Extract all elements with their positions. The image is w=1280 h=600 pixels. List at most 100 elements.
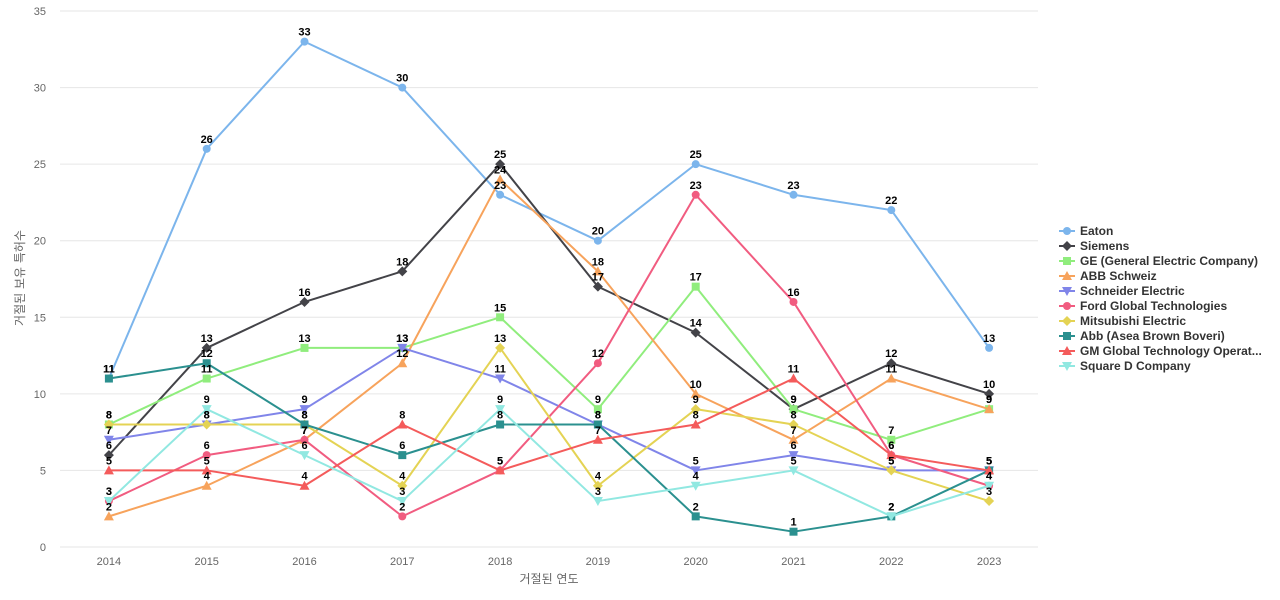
legend-item[interactable]: Abb (Asea Brown Boveri): [1059, 329, 1225, 343]
legend-item[interactable]: ABB Schweiz: [1059, 269, 1157, 283]
legend-marker: [1063, 302, 1071, 310]
data-label: 8: [106, 409, 112, 421]
data-label: 11: [788, 364, 800, 376]
data-label: 1: [790, 517, 796, 529]
data-label: 4: [693, 471, 700, 483]
data-point: [397, 343, 408, 353]
data-point: [397, 266, 408, 277]
data-label: 4: [595, 471, 602, 483]
data-label: 20: [592, 226, 604, 238]
data-label: 7: [301, 425, 307, 437]
data-point: [103, 511, 114, 521]
data-point: [103, 435, 114, 445]
data-point: [985, 343, 994, 352]
data-label: 23: [787, 180, 799, 192]
y-tick-label: 20: [34, 236, 46, 248]
data-label: 9: [790, 394, 796, 406]
data-label: 10: [690, 379, 702, 391]
x-tick-label: 2018: [488, 556, 512, 568]
data-point: [984, 496, 995, 507]
data-label: 3: [399, 486, 405, 498]
data-label: 9: [790, 394, 796, 406]
data-point: [690, 327, 701, 338]
data-point: [788, 419, 799, 430]
legend-item[interactable]: Mitsubishi Electric: [1059, 314, 1186, 328]
data-point: [300, 435, 309, 444]
data-label: 4: [399, 471, 406, 483]
legend-label: Eaton: [1080, 224, 1113, 238]
data-point: [202, 374, 211, 383]
data-label: 11: [103, 364, 115, 376]
data-label: 12: [592, 348, 604, 360]
y-axis-ticks: 0 5 10 15 20 25 30 35: [34, 6, 46, 554]
data-point: [886, 465, 897, 476]
data-label: 17: [690, 272, 702, 284]
legend-label: Square D Company: [1080, 359, 1191, 373]
legend-label: Schneider Electric: [1080, 284, 1185, 298]
data-point: [299, 451, 310, 461]
data-point: [397, 419, 408, 429]
data-point: [984, 404, 995, 414]
data-label: 8: [301, 409, 307, 421]
series-1: [104, 37, 994, 383]
data-point: [202, 451, 211, 460]
data-label: 8: [106, 409, 112, 421]
y-tick-label: 0: [40, 542, 46, 554]
data-point: [495, 174, 506, 184]
data-label: 11: [494, 364, 506, 376]
data-label: 11: [201, 364, 213, 376]
data-point: [201, 465, 212, 475]
legend-marker: [1063, 332, 1071, 340]
data-point: [103, 419, 114, 430]
data-point: [201, 419, 212, 430]
data-point: [592, 266, 603, 276]
data-label: 8: [790, 409, 796, 421]
data-point: [690, 419, 701, 429]
data-label: 23: [690, 180, 702, 192]
data-label: 5: [986, 455, 992, 467]
data-point: [103, 497, 114, 507]
data-point: [690, 466, 701, 476]
x-tick-label: 2016: [292, 556, 316, 568]
data-label: 5: [986, 455, 992, 467]
legend-item[interactable]: Siemens: [1059, 239, 1130, 253]
legend-item[interactable]: GM Global Technology Operat...: [1059, 344, 1262, 358]
data-label: 12: [396, 348, 408, 360]
data-labels: 1126333023202523221361316182517149121081…: [103, 27, 995, 529]
data-label: 24: [494, 164, 507, 176]
data-label: 22: [885, 195, 897, 207]
data-label: 5: [790, 455, 796, 467]
legend-marker: [1063, 227, 1071, 235]
data-label: 23: [494, 180, 506, 192]
data-label: 13: [201, 333, 213, 345]
data-point: [886, 373, 897, 383]
legend-item[interactable]: Schneider Electric: [1059, 284, 1185, 298]
data-point: [104, 374, 113, 383]
legend-label: Abb (Asea Brown Boveri): [1080, 329, 1225, 343]
series-line: [108, 193, 990, 518]
data-point: [299, 480, 310, 490]
series-line: [107, 40, 990, 379]
data-point: [495, 342, 506, 353]
legend-item[interactable]: GE (General Electric Company): [1059, 254, 1258, 268]
data-label: 25: [690, 149, 702, 161]
data-label: 8: [204, 409, 210, 421]
data-point: [592, 281, 603, 292]
legend-item[interactable]: Square D Company: [1059, 359, 1191, 373]
data-label: 5: [888, 455, 894, 467]
data-label: 9: [204, 394, 210, 406]
series-line: [108, 346, 990, 472]
y-tick-label: 5: [40, 465, 46, 477]
data-point: [886, 358, 897, 369]
legend-item[interactable]: Ford Global Technologies: [1059, 299, 1227, 313]
data-point: [984, 388, 995, 399]
legend-item[interactable]: Eaton: [1059, 224, 1113, 238]
y-tick-label: 10: [34, 389, 46, 401]
legend-label: Mitsubishi Electric: [1080, 314, 1186, 328]
data-label: 11: [103, 364, 115, 376]
y-axis-title: 거절된 보유 특허수: [13, 230, 27, 326]
data-point: [495, 405, 506, 415]
data-label: 8: [693, 409, 699, 421]
